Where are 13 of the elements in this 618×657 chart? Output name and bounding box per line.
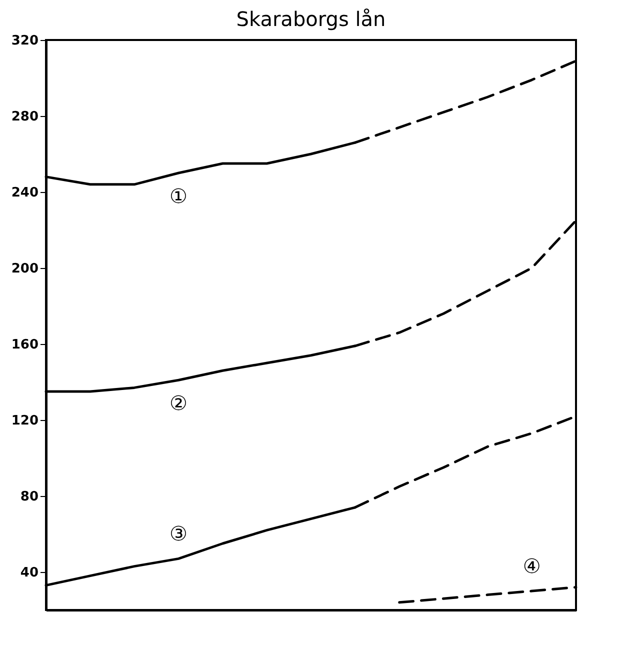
y-tick-label: 80 [20,490,38,504]
y-tick-label: 200 [11,262,38,276]
series-label: ③ [170,522,188,546]
y-tick-label: 120 [11,414,38,428]
series-label: ① [170,184,188,208]
y-tick-label: 40 [20,566,38,580]
y-tick-label: 320 [11,34,38,48]
series-label: ② [170,391,188,416]
chart-title: Skaraborgs lån [236,7,386,31]
y-tick-label: 240 [11,186,38,200]
series-label: ④ [522,554,541,578]
y-tick-label: 280 [11,110,38,124]
y-tick-label: 160 [11,338,38,352]
